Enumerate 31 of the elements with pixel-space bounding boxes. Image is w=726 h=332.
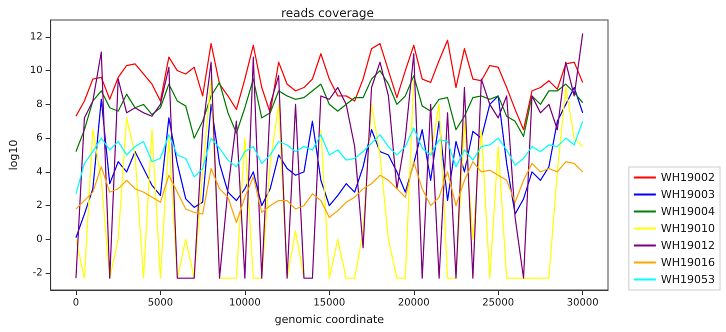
y-tick-label: -2 xyxy=(32,268,43,279)
line-series xyxy=(75,120,584,194)
legend-label: WH19004 xyxy=(660,205,715,218)
y-tick-label: 0 xyxy=(36,234,43,245)
y-tick-label: 12 xyxy=(30,31,43,42)
x-tick-label: 25000 xyxy=(482,298,514,308)
x-tick-label: 0 xyxy=(72,298,80,308)
y-tick-label: 6 xyxy=(36,132,43,144)
y-tick-label: 2 xyxy=(36,200,43,212)
legend-label: WH19012 xyxy=(660,239,715,252)
x-tick-label: 5000 xyxy=(148,298,174,308)
x-tick-label: 30000 xyxy=(566,298,599,308)
x-tick-label: 15000 xyxy=(313,298,346,308)
x-tick-label: 20000 xyxy=(398,298,430,308)
line-series xyxy=(75,161,584,224)
legend-label: WH19053 xyxy=(660,273,715,286)
legend-label: WH19010 xyxy=(660,222,715,235)
y-tick-label: 4 xyxy=(36,166,43,178)
line-series xyxy=(75,32,584,279)
y-tick-label: 8 xyxy=(36,98,43,110)
line-series xyxy=(75,70,584,152)
chart-title: reads coverage xyxy=(281,6,374,20)
legend-label: WH19002 xyxy=(660,171,715,184)
legend-label: WH19016 xyxy=(660,256,715,269)
legend-label: WH19003 xyxy=(660,188,715,201)
y-axis-title: log10 xyxy=(7,140,20,170)
x-axis-title: genomic coordinate xyxy=(274,313,384,326)
y-tick-label: 10 xyxy=(30,65,43,76)
x-tick-label: 10000 xyxy=(228,298,261,308)
line-series xyxy=(75,86,584,238)
line-series xyxy=(75,40,584,130)
